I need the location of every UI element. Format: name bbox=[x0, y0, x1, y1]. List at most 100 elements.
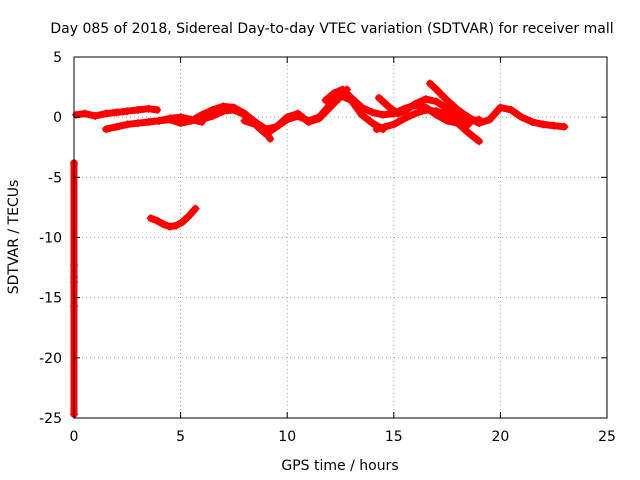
data-point bbox=[266, 134, 275, 143]
data-point bbox=[443, 96, 452, 105]
data-point bbox=[517, 113, 526, 122]
series-trace-j bbox=[146, 204, 200, 231]
data-point bbox=[146, 214, 155, 223]
data-point bbox=[421, 105, 430, 114]
data-point bbox=[357, 103, 366, 112]
data-point bbox=[496, 103, 505, 112]
data-point bbox=[432, 97, 441, 106]
data-point bbox=[251, 120, 260, 129]
x-tick-label: 10 bbox=[278, 429, 296, 445]
data-point bbox=[193, 116, 202, 125]
data-point bbox=[208, 111, 217, 120]
data-point bbox=[325, 103, 334, 112]
data-point bbox=[283, 113, 292, 122]
data-point bbox=[464, 128, 473, 137]
data-point bbox=[112, 122, 121, 131]
data-point bbox=[426, 79, 435, 88]
data-point bbox=[539, 120, 548, 129]
series-trace-i bbox=[426, 79, 569, 131]
data-marks bbox=[70, 79, 569, 419]
chart-title: Day 085 of 2018, Sidereal Day-to-day VTE… bbox=[50, 21, 613, 37]
x-tick-label: 20 bbox=[491, 429, 509, 445]
y-tick-label: 0 bbox=[53, 110, 62, 126]
data-point bbox=[347, 93, 356, 102]
data-point bbox=[112, 108, 121, 117]
data-point bbox=[172, 221, 181, 230]
x-tick-label: 25 bbox=[598, 429, 616, 445]
data-point bbox=[464, 120, 473, 129]
data-point bbox=[229, 105, 238, 114]
data-point bbox=[374, 93, 383, 102]
data-point bbox=[394, 109, 403, 118]
series-trace-e bbox=[240, 85, 351, 139]
data-point bbox=[144, 117, 153, 126]
data-point bbox=[368, 108, 377, 117]
data-point bbox=[560, 122, 569, 131]
y-tick-label: -5 bbox=[48, 170, 62, 186]
data-point bbox=[507, 105, 516, 114]
series-trace-a bbox=[72, 104, 162, 120]
y-tick-label: -15 bbox=[39, 291, 62, 307]
data-point bbox=[400, 114, 409, 123]
data-point bbox=[453, 105, 462, 114]
data-point bbox=[155, 116, 164, 125]
data-point bbox=[176, 119, 185, 128]
data-point bbox=[381, 122, 390, 131]
data-point bbox=[144, 104, 153, 113]
x-axis-label: GPS time / hours bbox=[281, 458, 398, 474]
data-point bbox=[411, 109, 420, 118]
series-band bbox=[375, 94, 472, 128]
data-point bbox=[185, 211, 194, 220]
data-point bbox=[528, 117, 537, 126]
data-point bbox=[372, 125, 381, 134]
data-point bbox=[464, 113, 473, 122]
x-tick-label: 5 bbox=[176, 429, 185, 445]
data-point bbox=[153, 216, 162, 225]
data-point bbox=[240, 116, 249, 125]
data-point bbox=[123, 120, 132, 129]
data-point bbox=[549, 121, 558, 130]
data-point bbox=[178, 217, 187, 226]
data-point bbox=[219, 107, 228, 116]
data-point bbox=[304, 117, 313, 126]
data-point bbox=[315, 114, 324, 123]
series-band bbox=[102, 113, 206, 133]
data-point bbox=[101, 109, 110, 118]
series-trace-h bbox=[372, 105, 484, 146]
data-point bbox=[80, 109, 89, 118]
data-point bbox=[330, 89, 339, 98]
y-tick-label: 5 bbox=[53, 50, 62, 66]
x-tick-label: 15 bbox=[385, 429, 403, 445]
data-point bbox=[133, 105, 142, 114]
data-point bbox=[321, 96, 330, 105]
data-point bbox=[485, 115, 494, 124]
y-axis-label: SDTVAR / TECUs bbox=[6, 180, 22, 295]
axes: 0 5 10 15 20 25 5 0 -5 -10 -15 -20 -25 bbox=[39, 50, 616, 445]
data-point bbox=[133, 119, 142, 128]
data-point bbox=[261, 130, 270, 139]
data-point bbox=[293, 109, 302, 118]
data-point bbox=[153, 105, 162, 114]
data-point bbox=[159, 220, 168, 229]
y-tick-label: -10 bbox=[39, 231, 62, 247]
data-point bbox=[475, 137, 484, 146]
y-tick-label: -25 bbox=[39, 411, 62, 427]
y-tick-label: -20 bbox=[39, 351, 62, 367]
data-point bbox=[357, 110, 366, 119]
data-point bbox=[475, 119, 484, 128]
x-tick-label: 0 bbox=[70, 429, 79, 445]
data-point bbox=[165, 115, 174, 124]
data-point bbox=[368, 119, 377, 128]
data-point bbox=[91, 111, 100, 120]
data-point bbox=[123, 107, 132, 116]
data-point bbox=[402, 105, 411, 114]
data-point bbox=[443, 110, 452, 119]
data-point bbox=[421, 95, 430, 104]
data-point bbox=[379, 110, 388, 119]
data-point bbox=[432, 85, 441, 94]
data-point bbox=[385, 103, 394, 112]
data-point bbox=[453, 119, 462, 128]
data-point bbox=[389, 120, 398, 129]
data-point bbox=[338, 85, 347, 94]
